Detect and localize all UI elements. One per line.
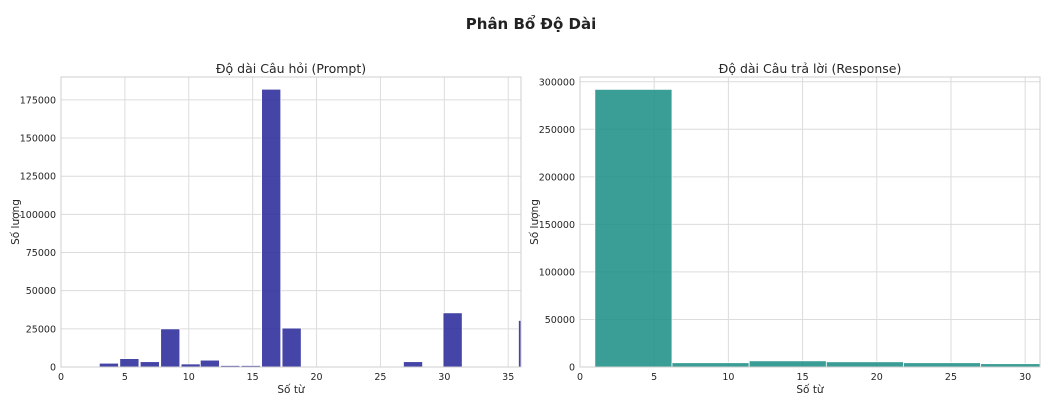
response-y-tick-label: 50000 <box>545 315 575 326</box>
response-y-axis-label: Số lượng <box>529 199 541 245</box>
prompt-histogram-bar <box>261 88 282 368</box>
response-x-tick-label: 10 <box>722 372 734 383</box>
prompt-x-tick-label: 20 <box>311 372 323 383</box>
prompt-plot-frame <box>60 76 522 368</box>
prompt-y-tick-label: 25000 <box>26 324 56 335</box>
prompt-x-tick-label: 0 <box>58 372 64 383</box>
response-y-tick-label: 150000 <box>539 220 575 231</box>
response-x-tick-label: 25 <box>945 372 957 383</box>
prompt-histogram-bar <box>442 312 463 368</box>
prompt-y-tick-label: 0 <box>50 363 56 374</box>
response-histogram-bar <box>903 362 982 368</box>
response-length-chart: Độ dài Câu trả lời (Response) 0 5 10 15 20 25… <box>529 61 1041 396</box>
prompt-x-tick-label: 10 <box>183 372 195 383</box>
prompt-histogram-bar <box>281 327 302 368</box>
prompt-y-tick-label: 75000 <box>26 248 56 259</box>
prompt-y-tick-label: 50000 <box>26 286 56 297</box>
prompt-histogram-bar <box>160 328 181 368</box>
response-x-tick-label: 30 <box>1019 372 1031 383</box>
prompt-y-tick-label: 125000 <box>20 172 56 183</box>
prompt-histogram-bar <box>119 358 140 368</box>
prompt-x-tick-label: 25 <box>374 372 386 383</box>
prompt-histogram-bar <box>199 359 220 368</box>
prompt-y-tick-label: 100000 <box>20 210 56 221</box>
response-histogram-bar <box>748 360 827 368</box>
response-y-tick-label: 300000 <box>539 77 575 88</box>
response-y-tick-label: 0 <box>569 363 575 374</box>
prompt-histogram-bar <box>98 362 119 368</box>
response-x-tick-label: 5 <box>651 372 657 383</box>
response-histogram-bar <box>594 88 673 368</box>
prompt-x-tick-label: 35 <box>502 372 514 383</box>
figure-title: Phân Bổ Độ Dài <box>466 14 596 33</box>
prompt-x-tick-label: 30 <box>438 372 450 383</box>
prompt-y-tick-label: 175000 <box>20 95 56 106</box>
prompt-chart-title: Độ dài Câu hỏi (Prompt) <box>216 61 366 76</box>
response-y-tick-label: 200000 <box>539 172 575 183</box>
response-x-axis-label: Số từ <box>796 384 825 396</box>
prompt-histogram-bar <box>403 361 424 368</box>
response-histogram-bar <box>671 362 750 368</box>
prompt-length-chart: Độ dài Câu hỏi (Prompt) 0 5 10 15 20 25 30 35 0 2… <box>10 61 522 396</box>
response-x-tick-label: 15 <box>797 372 809 383</box>
prompt-x-axis-label: Số từ <box>277 384 306 396</box>
prompt-x-tick-label: 5 <box>122 372 128 383</box>
response-y-tick-label: 250000 <box>539 125 575 136</box>
response-plot-frame <box>579 76 1041 368</box>
prompt-histogram-bar <box>139 361 160 368</box>
response-histogram-bar <box>825 361 904 368</box>
prompt-y-axis-label: Số lượng <box>10 199 22 245</box>
response-y-tick-label: 100000 <box>539 267 575 278</box>
prompt-x-tick-label: 15 <box>247 372 259 383</box>
prompt-y-tick-label: 150000 <box>20 134 56 145</box>
response-x-tick-label: 0 <box>577 372 583 383</box>
response-chart-title: Độ dài Câu trả lời (Response) <box>719 61 902 76</box>
response-x-tick-label: 20 <box>871 372 883 383</box>
